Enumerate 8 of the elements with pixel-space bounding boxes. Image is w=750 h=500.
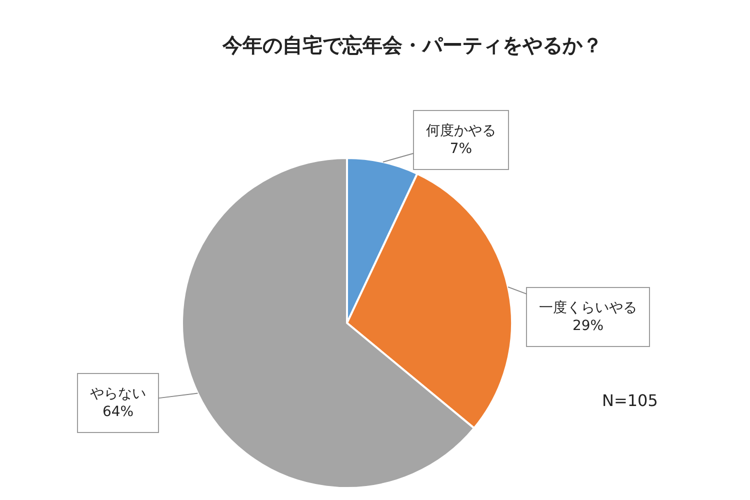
chart-title: 今年の自宅で忘年会・パーティをやるか？	[222, 33, 602, 57]
data-label: 7%	[450, 141, 472, 158]
slice-label: 一度くらいやる	[539, 300, 637, 316]
data-label: 64%	[102, 404, 134, 420]
text: N=105	[602, 391, 658, 410]
slice-label: やらない	[90, 386, 146, 402]
data-label: 29%	[572, 318, 604, 334]
slice-label: 何度かやる	[426, 123, 496, 139]
